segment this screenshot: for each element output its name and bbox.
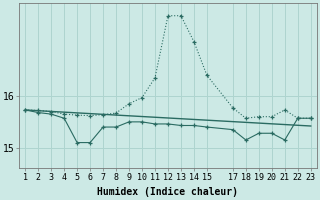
X-axis label: Humidex (Indice chaleur): Humidex (Indice chaleur) bbox=[98, 187, 238, 197]
